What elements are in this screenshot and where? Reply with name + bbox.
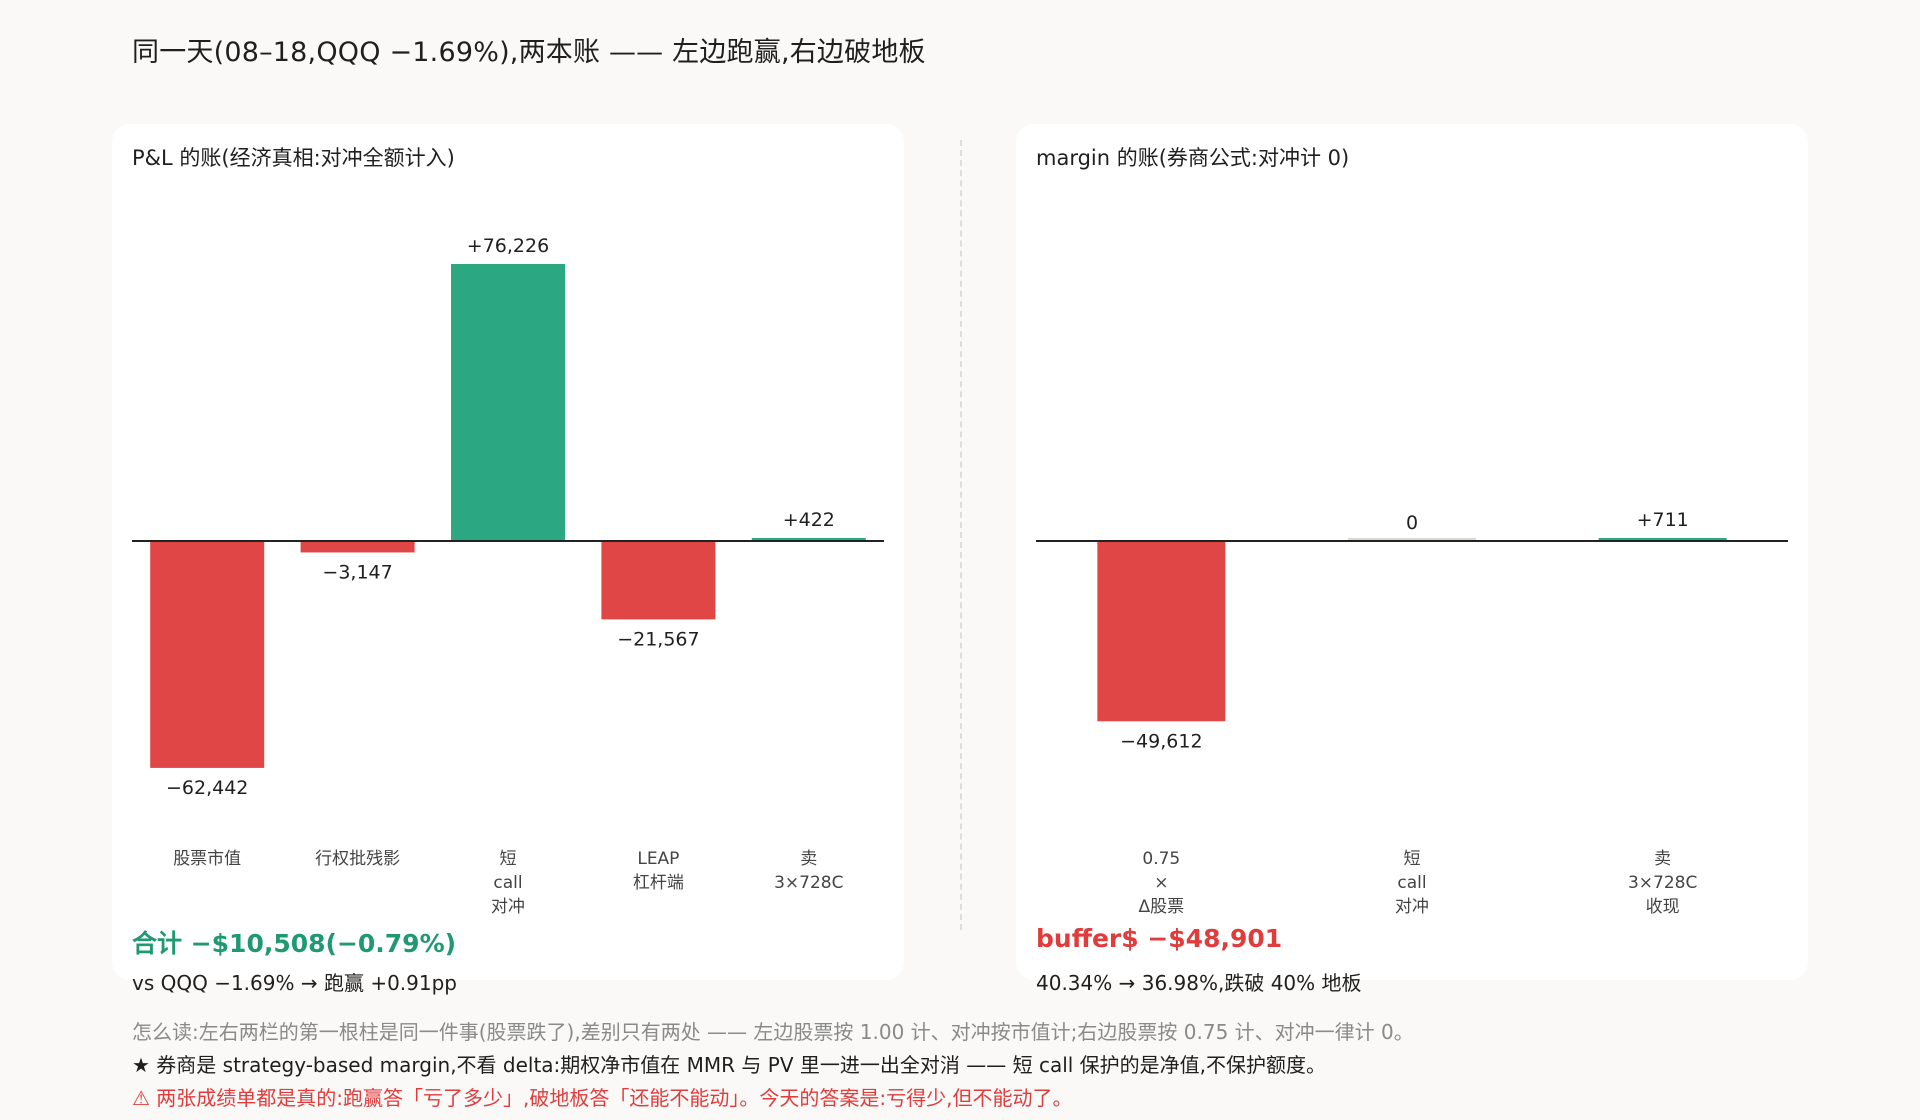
pnl-value-label-1: −3,147 [322, 561, 392, 583]
margin-bar-2 [1598, 538, 1727, 541]
pnl-value-label-0: −62,442 [166, 777, 248, 799]
pnl-category-label-0: 股票市值 [173, 849, 241, 869]
pnl-category-label-2: 短 call 对冲 [491, 849, 525, 914]
margin-category-label-1: 短 call 对冲 [1395, 849, 1429, 914]
pnl-total: 合计 −$10,508(−0.79%) [132, 929, 457, 958]
pnl-category-label-4: 卖 3×728C [774, 849, 843, 893]
pnl-bar-4 [751, 538, 866, 541]
pnl-bar-0 [150, 541, 265, 768]
margin-category-label-0: 0.75 × Δ股票 [1139, 849, 1185, 914]
how-to-read-note: 怎么读:左右两栏的第一根柱是同一件事(股票跌了),差别只有两处 —— 左边股票按… [132, 1020, 1414, 1044]
margin-buffer-total: buffer$ −$48,901 [1036, 924, 1283, 953]
margin-category-label-2: 卖 3×728C 收现 [1628, 849, 1697, 914]
margin-bar-1 [1348, 538, 1477, 541]
margin-ratio-change: 40.34% → 36.98%,跌破 40% 地板 [1036, 971, 1362, 995]
margin-bar-chart: −49,612 0.75 × Δ股票 0 短 call 对冲 +711 卖 3×728C 收现 [1036, 509, 1788, 914]
page-title: 同一天(08–18,QQQ −1.69%),两本账 —— 左边跑赢,右边破地板 [132, 37, 926, 68]
pnl-value-label-3: −21,567 [617, 628, 699, 650]
pnl-bar-3 [601, 541, 716, 620]
margin-panel-title: margin 的账(券商公式:对冲计 0) [1036, 146, 1350, 170]
pnl-category-label-3: LEAP 杠杆端 [633, 849, 684, 893]
pnl-value-label-2: +76,226 [467, 235, 549, 257]
margin-value-label-0: −49,612 [1120, 730, 1202, 752]
margin-value-label-2: +711 [1637, 509, 1689, 531]
pnl-category-label-1: 行权批残影 [315, 849, 400, 869]
warning-note: ⚠ 两张成绩单都是真的:跑赢答「亏了多少」,破地板答「还能不能动」。今天的答案是… [132, 1086, 1073, 1110]
panel-divider [960, 140, 962, 930]
pnl-vs-qqq: vs QQQ −1.69% → 跑赢 +0.91pp [132, 971, 457, 995]
pnl-panel-title: P&L 的账(经济真相:对冲全额计入) [132, 146, 455, 170]
margin-chart-panel: margin 的账(券商公式:对冲计 0) −49,612 0.75 × Δ股票 0 短 c… [1016, 124, 1808, 995]
pnl-bar-2 [451, 264, 565, 541]
broker-margin-note: ★ 券商是 strategy-based margin,不看 delta:期权净… [132, 1053, 1327, 1077]
pnl-chart-panel: P&L 的账(经济真相:对冲全额计入) −62,442 股票市值 −3,147 行权批… [112, 124, 904, 995]
margin-value-label-1: 0 [1406, 512, 1418, 534]
pnl-bar-1 [300, 541, 415, 553]
pnl-bar-chart: −62,442 股票市值 −3,147 行权批残影 +76,226 短 call 对冲 −21,… [132, 235, 884, 914]
pnl-value-label-4: +422 [783, 509, 835, 531]
margin-bar-0 [1097, 541, 1226, 722]
